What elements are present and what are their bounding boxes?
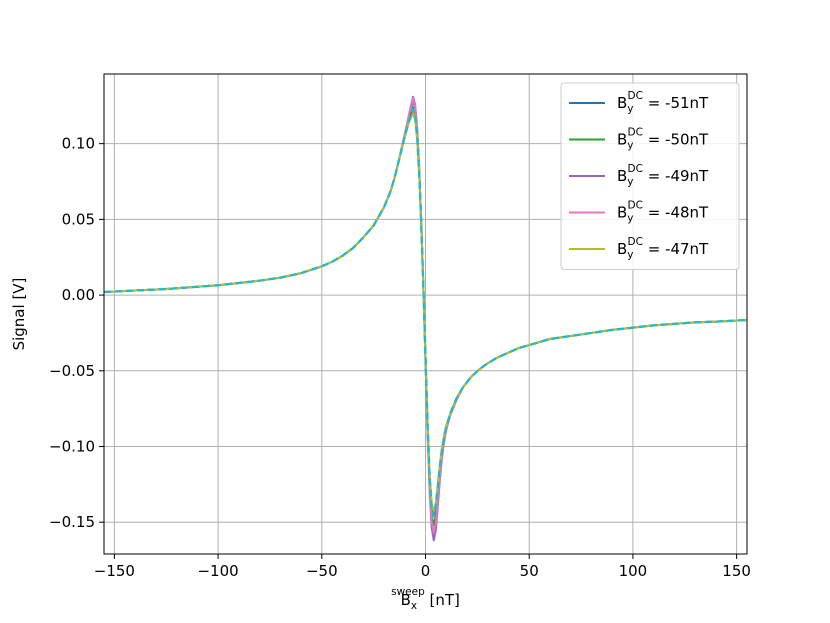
legend-entry-label: ByDC = -51nT [617,90,709,115]
legend-entry-label: ByDC = -47nT [617,236,709,261]
legend-main: B [617,94,627,112]
legend-value: = -47nT [643,240,709,258]
legend-entry-label: ByDC = -50nT [617,127,709,152]
x-tick-label: 50 [520,562,539,580]
x-axis-label-main: B [401,591,411,609]
legend-sup: DC [628,127,643,139]
x-axis-label-sup: sweep [391,586,425,598]
legend-sub: y [627,140,633,152]
legend-sup: DC [628,236,643,248]
legend-sub: y [627,176,633,188]
y-tick-label: 0.00 [62,286,95,304]
y-tick-label: −0.05 [49,362,95,380]
y-tick-label: −0.15 [49,513,95,531]
legend-main: B [617,240,627,258]
legend-sup: DC [628,200,643,212]
x-tick-label: 0 [421,562,431,580]
y-tick-label: −0.10 [49,437,95,455]
legend-main: B [617,131,627,149]
legend-value: = -51nT [643,94,709,112]
x-axis-label: Bx sweep [nT] [391,586,460,612]
legend-main: B [617,167,627,185]
legend-value: = -50nT [643,131,709,149]
legend-entry-label: ByDC = -49nT [617,163,709,188]
y-axis-label: Signal [V] [10,278,28,351]
y-tick-label: 0.10 [62,135,95,153]
y-tick-label: 0.05 [62,210,95,228]
x-tick-label: −150 [94,562,135,580]
legend-value: = -48nT [643,204,709,222]
legend-sub: y [627,249,633,261]
legend-value: = -49nT [643,167,709,185]
x-tick-label: −50 [306,562,338,580]
series-line-6 [104,107,747,518]
x-axis-label-sub: x [411,600,417,612]
axis-ticks: −150 −100 −50 0 50 100 150 −0.15 −0.10 −0.05 0.00 0… [49,135,751,580]
legend-sup: DC [628,163,643,175]
legend-sub: y [627,103,633,115]
legend-entry-label: ByDC = -48nT [617,200,709,225]
legend-sub: y [627,213,633,225]
legend-sup: DC [628,90,643,102]
series-group [104,95,747,542]
x-tick-label: 150 [722,562,751,580]
x-axis-label-unit: [nT] [425,591,460,609]
x-tick-label: 100 [619,562,648,580]
legend-main: B [617,204,627,222]
legend-box [560,82,740,270]
x-tick-label: −100 [197,562,238,580]
